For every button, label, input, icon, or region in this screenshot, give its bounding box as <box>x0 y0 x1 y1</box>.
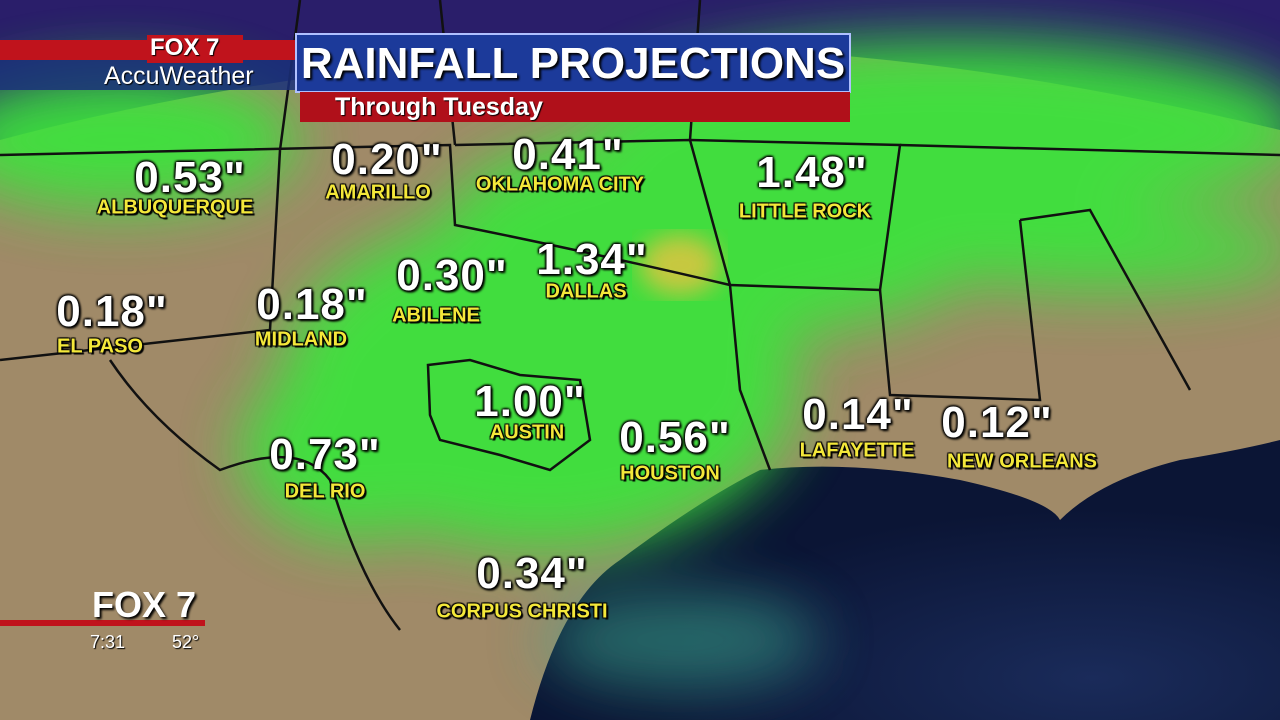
rain-amount: 0.30" <box>396 251 508 300</box>
bug-time: 7:31 <box>90 632 126 652</box>
rain-amount: 0.53" <box>134 153 246 202</box>
bug-logo: FOX 7 <box>92 584 197 625</box>
rain-amount: 0.41" <box>512 130 624 179</box>
rain-amount: 0.12" <box>941 398 1053 447</box>
rain-amount: 0.20" <box>331 135 443 184</box>
rain-amount: 0.56" <box>619 413 731 462</box>
subtitle: Through Tuesday <box>335 93 543 121</box>
subtitle-box <box>300 92 850 122</box>
logo-text: FOX 7 <box>150 34 220 61</box>
title: RAINFALL PROJECTIONS <box>300 39 846 88</box>
city-label: AMARILLO <box>325 181 431 204</box>
city-label: OKLAHOMA CITY <box>475 173 645 196</box>
city-label: DALLAS <box>545 280 627 303</box>
city-label: EL PASO <box>57 335 143 358</box>
title-box <box>295 33 851 93</box>
rain-amount: 0.73" <box>269 430 381 479</box>
rain-amount: 0.18" <box>256 280 368 329</box>
city-label: CORPUS CHRISTI <box>436 600 608 623</box>
bug-stripe <box>0 620 205 626</box>
logo-bar <box>0 60 300 90</box>
rain-amount: 0.18" <box>56 287 168 336</box>
rain-amount: 1.34" <box>536 235 648 284</box>
heavy-rain <box>640 235 720 295</box>
city-label: ALBUQUERQUE <box>96 196 254 219</box>
city-label: ABILENE <box>392 304 480 327</box>
city-label: MIDLAND <box>254 328 348 351</box>
bug-temp: 52° <box>172 632 200 652</box>
borders <box>0 0 1280 631</box>
city-label: LAFAYETTE <box>799 439 915 462</box>
rain-amount: 0.34" <box>476 549 588 598</box>
rain-amount: 1.00" <box>474 377 586 426</box>
logo-subtext: AccuWeather <box>104 62 254 90</box>
city-label: AUSTIN <box>489 421 565 444</box>
rain-amount: 0.14" <box>802 390 914 439</box>
rain-amount: 1.48" <box>756 148 868 197</box>
city-label: LITTLE ROCK <box>738 200 872 223</box>
fox-badge <box>147 35 243 63</box>
city-label: DEL RIO <box>284 480 366 503</box>
city-label: HOUSTON <box>620 462 720 485</box>
city-label: NEW ORLEANS <box>947 450 1097 473</box>
rain-swath <box>0 40 1280 690</box>
